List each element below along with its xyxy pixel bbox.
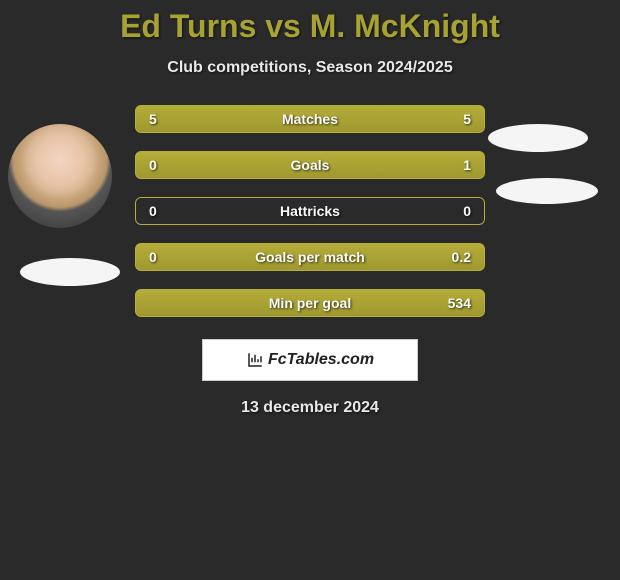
stat-row: 5Matches5 (135, 105, 485, 133)
bar-content: 0Hattricks0 (135, 197, 485, 225)
stat-row: 0Goals1 (135, 151, 485, 179)
stat-label: Matches (179, 111, 441, 127)
stat-value-left: 0 (149, 157, 179, 173)
date-text: 13 december 2024 (0, 399, 620, 417)
player-right-badge-1 (488, 124, 588, 152)
stat-row: 0Hattricks0 (135, 197, 485, 225)
stat-value-left: 0 (149, 249, 179, 265)
stat-value-right: 1 (441, 157, 471, 173)
stat-value-right: 0.2 (441, 249, 471, 265)
stat-row: Min per goal534 (135, 289, 485, 317)
stat-label: Goals per match (179, 249, 441, 265)
stat-label: Min per goal (179, 295, 441, 311)
bar-content: Min per goal534 (135, 289, 485, 317)
chart-icon (246, 351, 264, 369)
player-right-badge-2 (496, 178, 598, 204)
page-title: Ed Turns vs M. McKnight (0, 8, 620, 45)
subtitle: Club competitions, Season 2024/2025 (0, 59, 620, 77)
stat-value-left: 0 (149, 203, 179, 219)
stat-label: Goals (179, 157, 441, 173)
stat-bars: 5Matches50Goals10Hattricks00Goals per ma… (135, 105, 485, 317)
stat-value-right: 5 (441, 111, 471, 127)
stat-value-right: 0 (441, 203, 471, 219)
player-left-avatar (8, 124, 112, 228)
stat-label: Hattricks (179, 203, 441, 219)
bar-content: 0Goals per match0.2 (135, 243, 485, 271)
player-left-badge (20, 258, 120, 286)
brand-text: FcTables.com (268, 351, 374, 369)
bar-content: 0Goals1 (135, 151, 485, 179)
stat-row: 0Goals per match0.2 (135, 243, 485, 271)
stat-value-left: 5 (149, 111, 179, 127)
bar-content: 5Matches5 (135, 105, 485, 133)
comparison-card: Ed Turns vs M. McKnight Club competition… (0, 0, 620, 417)
brand-box[interactable]: FcTables.com (202, 339, 418, 381)
stat-value-right: 534 (441, 295, 471, 311)
